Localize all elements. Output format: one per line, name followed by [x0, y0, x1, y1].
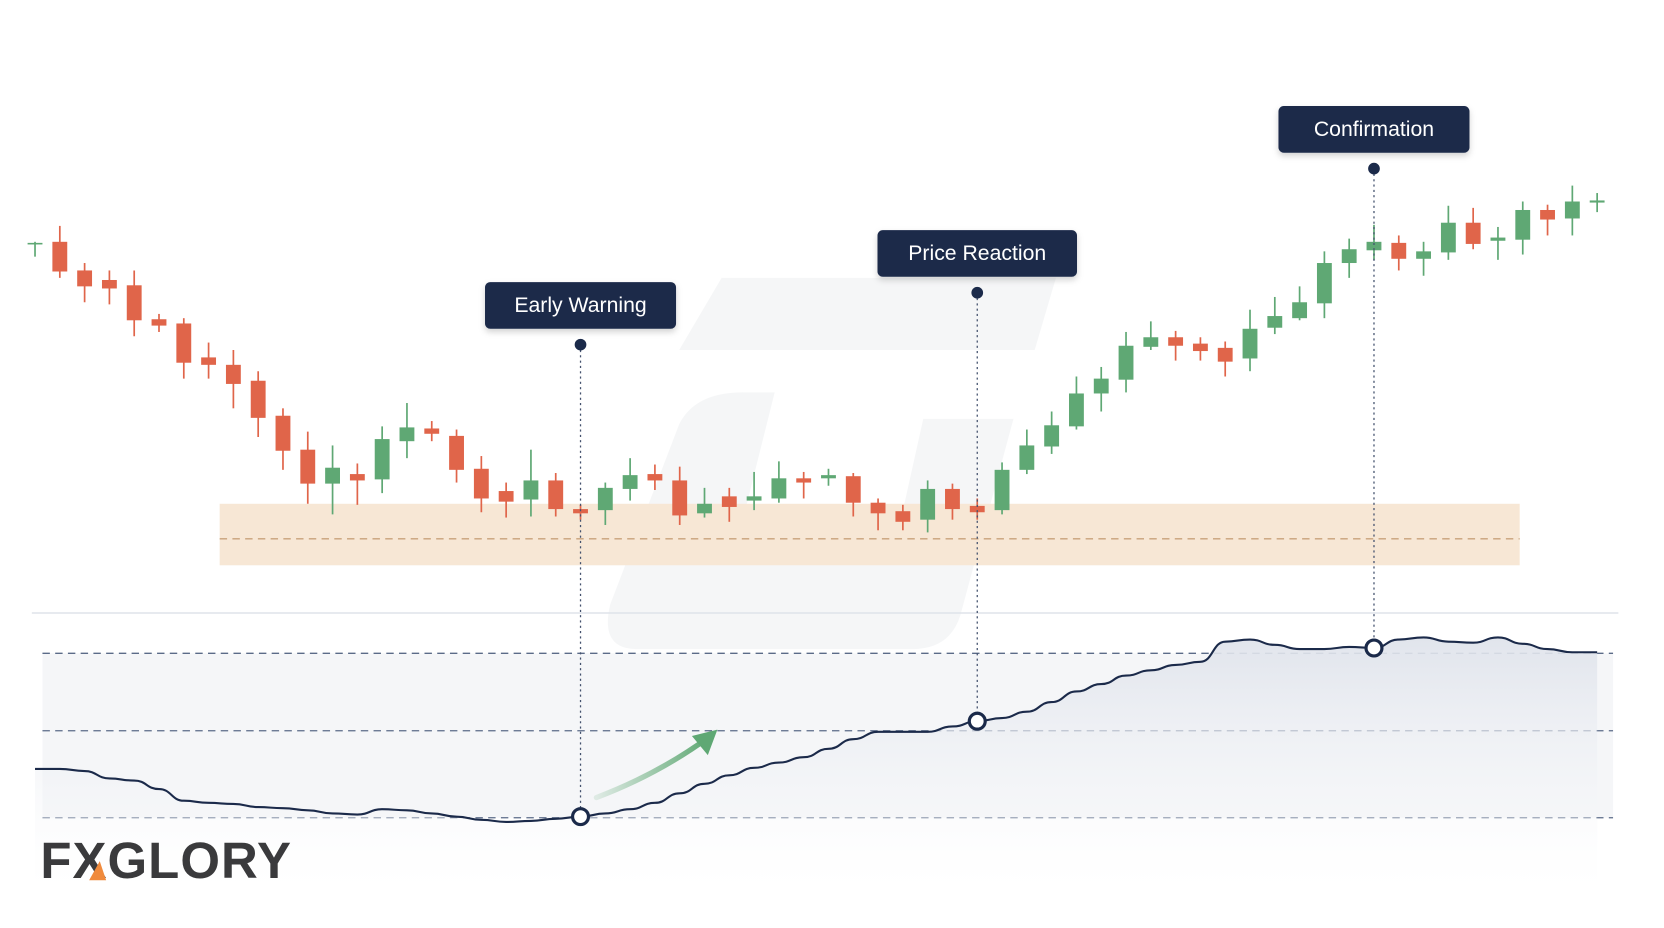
- candle-body: [77, 270, 93, 287]
- candle-body: [1540, 209, 1555, 220]
- support-zone: [219, 503, 1520, 566]
- candle-body: [672, 480, 688, 516]
- candle-body: [27, 242, 43, 245]
- candle-body: [1044, 425, 1060, 447]
- candle-body: [1341, 249, 1357, 264]
- candle-layer: [27, 185, 1605, 533]
- candle-body: [1267, 316, 1283, 328]
- candle-body: [1118, 345, 1134, 380]
- candle-body: [275, 415, 291, 451]
- oscillator-line: [35, 636, 1598, 824]
- candle-body: [151, 319, 167, 326]
- zone-layer: [219, 503, 1520, 566]
- annotation-label: Early Warning: [514, 294, 646, 317]
- candle-body: [1143, 337, 1159, 347]
- candle-body: [1168, 337, 1184, 346]
- candle-body: [1242, 328, 1258, 359]
- candle-body: [845, 476, 861, 503]
- candle-body: [250, 380, 266, 418]
- annotation-label: Confirmation: [1314, 118, 1434, 141]
- candle-body: [1490, 237, 1506, 241]
- annotation-dot: [971, 286, 984, 299]
- candle-body: [895, 511, 911, 522]
- signal-marker: [1364, 638, 1384, 658]
- candle-body: [325, 467, 340, 484]
- candle-body: [1589, 200, 1605, 203]
- candle-body: [1292, 302, 1308, 319]
- candle-body: [300, 449, 316, 484]
- candle-body: [697, 503, 712, 514]
- annotation-layer: Early Warning Price Reaction Confirmation: [485, 106, 1470, 827]
- candle-body: [647, 474, 663, 481]
- candle-body: [821, 475, 836, 479]
- candle-body: [523, 480, 539, 500]
- candle-body: [920, 488, 936, 520]
- candle-body: [945, 488, 960, 510]
- candle-body: [870, 502, 886, 514]
- candle-body: [771, 478, 787, 499]
- candle-body: [1192, 343, 1208, 352]
- candle-body: [399, 427, 415, 442]
- oscillator-area: [35, 637, 1598, 891]
- candle-body: [473, 468, 489, 499]
- candle-body: [126, 285, 142, 321]
- candle-body: [424, 428, 440, 434]
- candle-body: [746, 496, 762, 501]
- candle-body: [1515, 209, 1531, 240]
- trend-arrow-head: [691, 729, 718, 756]
- candle-body: [1217, 347, 1233, 362]
- logo-accent: [89, 861, 107, 881]
- annotation-label: Price Reaction: [908, 242, 1046, 265]
- candle-body: [548, 480, 564, 510]
- candle-body: [597, 487, 613, 511]
- candle-body: [1416, 251, 1432, 259]
- candle-body: [449, 435, 464, 470]
- candle-body: [374, 439, 390, 480]
- candle-body: [52, 241, 68, 272]
- candle-body: [1316, 263, 1332, 304]
- candle-body: [969, 505, 985, 513]
- signal-marker: [570, 807, 591, 827]
- candle-body: [994, 469, 1010, 511]
- candle-body: [101, 279, 117, 289]
- candle-body: [1564, 201, 1580, 219]
- candle-body: [622, 475, 638, 489]
- trend-arrow: [593, 734, 712, 801]
- annotation-box: [485, 282, 677, 329]
- candle-body: [1069, 393, 1084, 427]
- candle-body: [1093, 378, 1109, 394]
- candle-body: [721, 496, 737, 507]
- annotation-dot: [574, 338, 587, 351]
- signal-marker: [967, 711, 987, 731]
- candle-body: [1019, 445, 1035, 470]
- annotation-box: [1278, 106, 1470, 153]
- candle-body: [225, 364, 241, 384]
- candle-body: [1465, 222, 1481, 244]
- candle-body: [1366, 241, 1382, 251]
- candle-body: [498, 491, 514, 502]
- annotation-dot: [1368, 162, 1380, 175]
- candle-body: [1391, 242, 1407, 259]
- candle-body: [176, 323, 192, 363]
- candle-body: [1440, 222, 1456, 253]
- candle-body: [796, 478, 812, 483]
- watermark: [607, 277, 1056, 650]
- annotation-box: [877, 230, 1078, 277]
- candle-body: [201, 357, 217, 365]
- candle-body: [349, 474, 365, 481]
- logo: FXGLORY: [40, 832, 292, 889]
- oscillator-layer: [35, 636, 1614, 891]
